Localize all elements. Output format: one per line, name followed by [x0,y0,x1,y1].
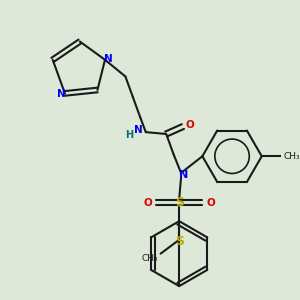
Text: N: N [134,125,143,135]
Text: S: S [175,196,184,209]
Text: O: O [186,120,195,130]
Text: CH₃: CH₃ [283,152,300,161]
Text: CH₃: CH₃ [141,254,158,263]
Text: S: S [175,235,184,248]
Text: N: N [179,170,188,180]
Text: O: O [143,198,152,208]
Text: H: H [125,130,133,140]
Text: O: O [206,198,215,208]
Text: N: N [104,54,113,64]
Text: N: N [57,89,66,99]
